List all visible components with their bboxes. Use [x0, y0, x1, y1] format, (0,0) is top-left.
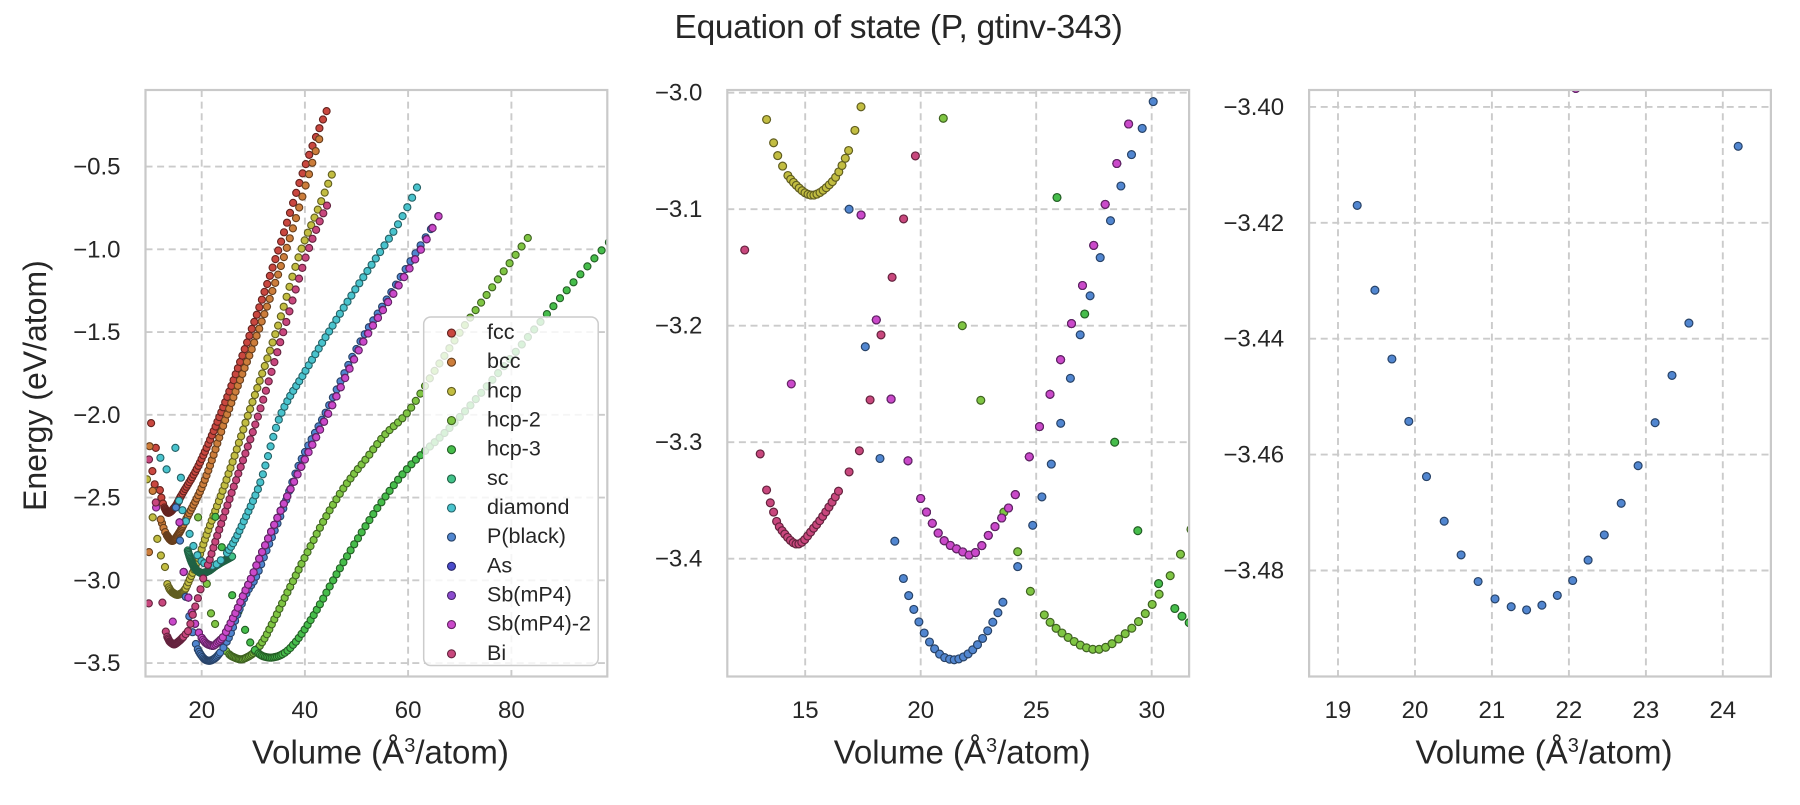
- svg-text:Volume (Å3/atom): Volume (Å3/atom): [1416, 734, 1673, 771]
- svg-text:P(black): P(black): [487, 524, 566, 548]
- svg-text:21: 21: [1479, 697, 1506, 724]
- svg-text:−0.5: −0.5: [73, 154, 120, 181]
- svg-text:Volume (Å3/atom): Volume (Å3/atom): [252, 734, 509, 771]
- svg-text:−3.42: −3.42: [1223, 210, 1284, 237]
- svg-text:25: 25: [1023, 697, 1050, 724]
- svg-text:−3.3: −3.3: [655, 429, 702, 456]
- svg-text:Sb(mP4)-2: Sb(mP4)-2: [487, 612, 591, 636]
- svg-text:hcp-2: hcp-2: [487, 408, 541, 432]
- svg-text:−3.4: −3.4: [655, 546, 702, 573]
- svg-text:−3.1: −3.1: [655, 196, 702, 223]
- svg-text:−3.0: −3.0: [73, 567, 120, 594]
- svg-text:23: 23: [1633, 697, 1660, 724]
- svg-text:−3.2: −3.2: [655, 313, 702, 340]
- svg-text:Equation of state (P, gtinv-34: Equation of state (P, gtinv-343): [675, 9, 1123, 46]
- svg-text:80: 80: [498, 697, 525, 724]
- svg-text:As: As: [487, 553, 512, 577]
- svg-text:−2.0: −2.0: [73, 402, 120, 429]
- svg-text:Energy (eV/atom): Energy (eV/atom): [17, 260, 53, 511]
- svg-text:40: 40: [292, 697, 319, 724]
- svg-text:−2.5: −2.5: [73, 485, 120, 512]
- svg-text:hcp-3: hcp-3: [487, 437, 541, 461]
- svg-text:−1.0: −1.0: [73, 236, 120, 263]
- svg-text:20: 20: [188, 697, 215, 724]
- svg-text:bcc: bcc: [487, 349, 521, 373]
- svg-text:22: 22: [1556, 697, 1583, 724]
- svg-text:hcp: hcp: [487, 378, 522, 402]
- svg-text:−3.44: −3.44: [1223, 326, 1284, 353]
- svg-text:−3.40: −3.40: [1223, 94, 1284, 121]
- svg-text:−3.5: −3.5: [73, 650, 120, 677]
- svg-text:sc: sc: [487, 466, 509, 490]
- svg-text:fcc: fcc: [487, 320, 515, 344]
- svg-text:15: 15: [792, 697, 819, 724]
- svg-text:−3.0: −3.0: [655, 80, 702, 107]
- svg-text:−3.46: −3.46: [1223, 442, 1284, 469]
- svg-text:24: 24: [1709, 697, 1736, 724]
- svg-text:20: 20: [907, 697, 934, 724]
- svg-text:diamond: diamond: [487, 495, 569, 519]
- svg-text:−3.48: −3.48: [1223, 558, 1284, 585]
- svg-text:20: 20: [1402, 697, 1429, 724]
- svg-text:−1.5: −1.5: [73, 319, 120, 346]
- svg-text:Sb(mP4): Sb(mP4): [487, 583, 572, 607]
- svg-text:30: 30: [1138, 697, 1165, 724]
- svg-text:Bi: Bi: [487, 641, 506, 665]
- svg-text:60: 60: [395, 697, 422, 724]
- svg-text:Volume (Å3/atom): Volume (Å3/atom): [834, 734, 1091, 771]
- svg-text:19: 19: [1325, 697, 1352, 724]
